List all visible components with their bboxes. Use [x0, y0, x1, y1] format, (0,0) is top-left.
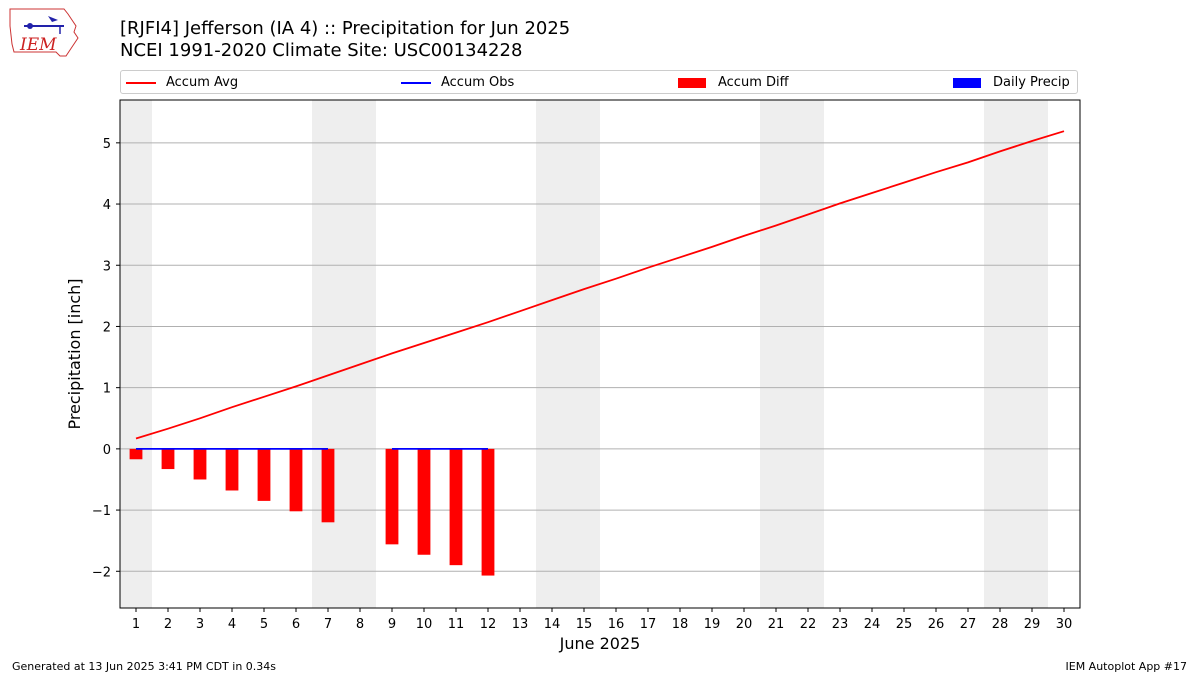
app-credit: IEM Autoplot App #17	[1065, 660, 1188, 673]
y-tick-label-1: 1	[103, 382, 111, 397]
accum-diff-bar-day-4	[225, 448, 239, 491]
x-tick-label-11: 11	[448, 617, 465, 632]
accum-diff-bar-day-11	[449, 448, 463, 566]
iem-logo: IEM	[8, 6, 80, 58]
x-tick-label-18: 18	[672, 617, 689, 632]
x-tick-label-7: 7	[324, 617, 332, 632]
x-tick-label-12: 12	[480, 617, 497, 632]
x-tick-label-8: 8	[356, 617, 364, 632]
weekend-shade-5	[984, 100, 1048, 608]
y-tick-label-5: 5	[103, 137, 111, 152]
x-tick-label-5: 5	[260, 617, 268, 632]
x-axis-label: June 2025	[559, 634, 641, 653]
weekend-shade-1	[120, 100, 152, 608]
x-tick-label-10: 10	[416, 617, 433, 632]
x-tick-label-1: 1	[132, 617, 140, 632]
legend-label-accum-diff: Accum Diff	[718, 75, 789, 90]
weekend-shade-4	[760, 100, 824, 608]
accum-diff-bar-day-6	[289, 448, 303, 512]
x-tick-label-14: 14	[544, 617, 561, 632]
x-tick-label-30: 30	[1056, 617, 1073, 632]
accum-diff-bar-day-9	[385, 448, 399, 545]
x-tick-label-29: 29	[1024, 617, 1041, 632]
accum-avg-line-segment-1	[135, 130, 1065, 440]
accum-diff-bar-day-7	[321, 448, 335, 523]
y-tick-label-4: 4	[103, 198, 111, 213]
accum-diff-bar-day-3	[193, 448, 207, 480]
weekend-shade-3	[536, 100, 600, 608]
weekend-shade-2	[312, 100, 376, 608]
x-tick-label-6: 6	[292, 617, 300, 632]
x-tick-label-4: 4	[228, 617, 236, 632]
legend-label-accum-obs: Accum Obs	[441, 75, 515, 90]
x-tick-label-9: 9	[388, 617, 396, 632]
x-tick-label-27: 27	[960, 617, 977, 632]
legend-swatch-accum-diff	[678, 78, 706, 88]
accum-diff-bar-day-1	[129, 448, 143, 460]
x-tick-label-17: 17	[640, 617, 657, 632]
accum-diff-bar-day-2	[161, 448, 175, 470]
logo-wordmark: IEM	[19, 35, 57, 55]
x-tick-label-28: 28	[992, 617, 1009, 632]
x-tick-label-25: 25	[896, 617, 913, 632]
legend-label-accum-avg: Accum Avg	[166, 75, 239, 90]
x-tick-label-19: 19	[704, 617, 721, 632]
x-tick-label-21: 21	[768, 617, 785, 632]
legend-label-daily-precip: Daily Precip	[993, 75, 1070, 90]
x-tick-label-23: 23	[832, 617, 849, 632]
accum-diff-bar-day-12	[481, 448, 495, 576]
y-tick-label--1: −1	[92, 504, 111, 519]
x-tick-label-20: 20	[736, 617, 753, 632]
x-tick-label-24: 24	[864, 617, 881, 632]
generated-timestamp: Generated at 13 Jun 2025 3:41 PM CDT in …	[12, 660, 277, 673]
x-tick-label-22: 22	[800, 617, 817, 632]
chart-title: [RJFI4] Jefferson (IA 4) :: Precipitatio…	[120, 18, 570, 62]
x-tick-label-15: 15	[576, 617, 593, 632]
plot-frame	[119, 99, 1081, 609]
legend-swatch-accum-obs	[401, 82, 431, 84]
x-tick-label-13: 13	[512, 617, 529, 632]
accum-diff-bar-day-5	[257, 448, 271, 501]
y-tick-label-2: 2	[103, 320, 111, 335]
y-tick-label-3: 3	[103, 259, 111, 274]
chart-legend: Accum Avg Accum Obs Accum Diff Daily Pre…	[120, 70, 1078, 94]
accum-diff-bar-day-10	[417, 448, 431, 555]
legend-swatch-accum-avg	[126, 82, 156, 84]
y-tick-label--2: −2	[92, 565, 111, 580]
title-line-1: [RJFI4] Jefferson (IA 4) :: Precipitatio…	[120, 18, 571, 39]
y-tick-label-0: 0	[103, 443, 111, 458]
x-tick-label-26: 26	[928, 617, 945, 632]
title-line-2: NCEI 1991-2020 Climate Site: USC00134228	[120, 40, 523, 61]
y-axis-label: Precipitation [inch]	[65, 278, 84, 429]
x-tick-label-16: 16	[608, 617, 625, 632]
x-tick-label-3: 3	[196, 617, 204, 632]
legend-swatch-daily-precip	[953, 78, 981, 88]
x-tick-label-2: 2	[164, 617, 172, 632]
